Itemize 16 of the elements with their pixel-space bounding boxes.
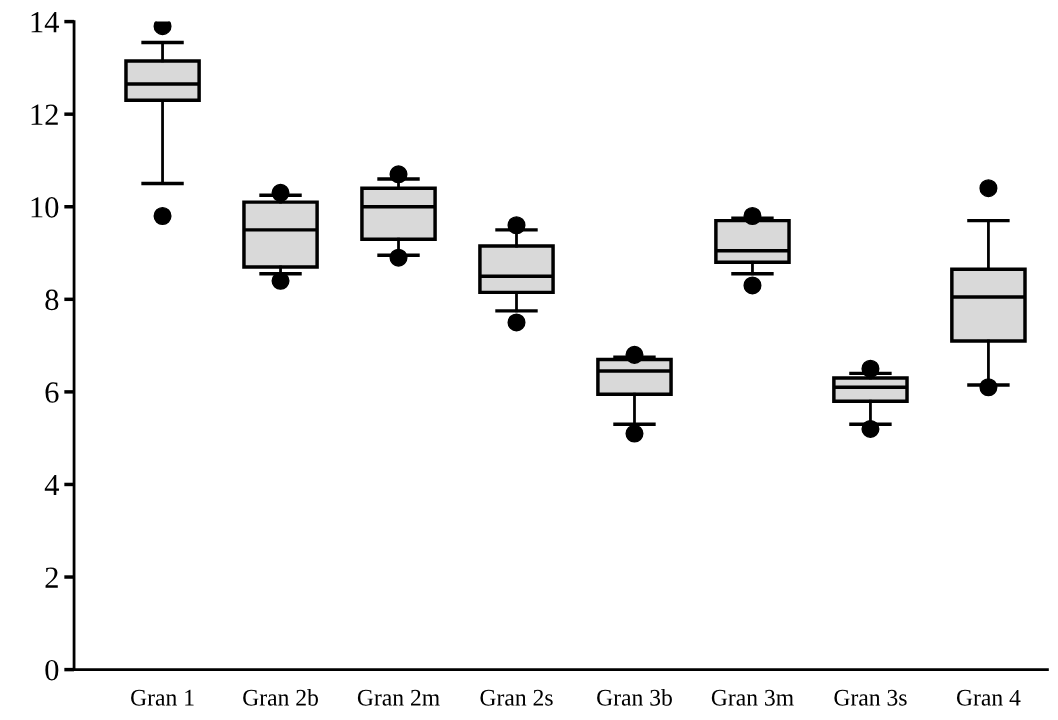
x-tick-label: Gran 2s	[480, 689, 553, 706]
y-tick-label: 10	[31, 197, 59, 218]
x-tick-label: Gran 1	[131, 689, 194, 706]
x-tick-label: Gran 4	[956, 689, 1021, 706]
x-tick-label: Gran 2m	[357, 689, 440, 706]
x-tick-label: Gran 2b	[243, 689, 318, 706]
y-tick-label: 12	[31, 104, 58, 125]
y-tick-label: 6	[45, 382, 59, 403]
y-tick-label: 8	[45, 289, 59, 311]
y-tick-label: 4	[44, 474, 59, 496]
x-tick-label: Gran 3b	[597, 689, 672, 706]
y-tick-label: 0	[45, 659, 59, 681]
y-tick-label: 14	[31, 12, 59, 33]
x-tick-label: Gran 3s	[834, 689, 907, 706]
x-tick-label: Gran 3m	[711, 689, 794, 706]
y-tick-label: 2	[45, 567, 58, 588]
